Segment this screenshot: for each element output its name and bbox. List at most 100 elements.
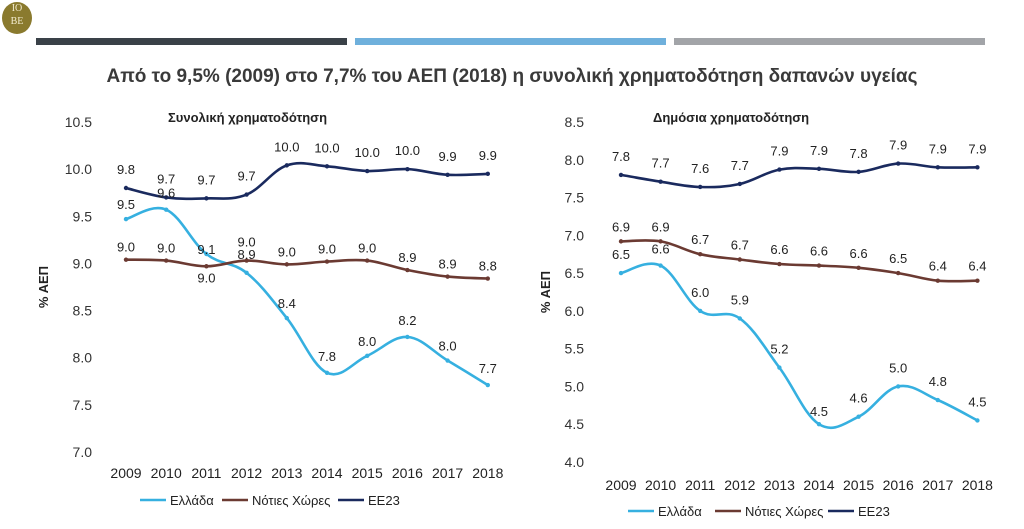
data-point xyxy=(123,185,129,191)
data-label: 6.6 xyxy=(770,242,788,257)
y-axis-label: % ΑΕΠ xyxy=(36,266,51,308)
data-label: 9.9 xyxy=(479,148,497,163)
data-label: 9.0 xyxy=(358,241,376,256)
chart-2: Δημόσια χρηματοδότηση 4.0 4.5 5.0 5.5 6.0 6.5 7… xyxy=(538,110,993,519)
data-point xyxy=(975,165,980,170)
data-label: 9.7 xyxy=(157,171,175,186)
y-tick-label: 6.0 xyxy=(565,303,585,319)
x-tick-label: 2011 xyxy=(685,477,715,493)
x-tick-label: 2017 xyxy=(922,477,953,493)
data-label: 6.4 xyxy=(929,259,947,274)
data-label: 6.0 xyxy=(691,285,709,300)
data-point xyxy=(284,163,289,168)
data-point xyxy=(618,239,624,244)
x-tick-label: 2012 xyxy=(231,465,262,481)
data-point xyxy=(123,216,129,222)
data-point xyxy=(284,315,289,321)
data-label: 6.6 xyxy=(652,242,670,257)
data-label: 5.2 xyxy=(770,342,788,357)
data-label: 7.8 xyxy=(850,146,868,161)
x-tick-label: 2016 xyxy=(883,477,914,493)
data-label: 6.4 xyxy=(968,259,986,274)
data-label: 6.6 xyxy=(810,244,828,259)
data-point xyxy=(896,270,901,276)
y-tick-label: 7.5 xyxy=(73,397,93,413)
y-tick-label: 6.5 xyxy=(565,265,585,281)
y-tick-label: 10.0 xyxy=(65,161,92,177)
y-tick-label: 7.5 xyxy=(565,190,585,206)
page-title: Από το 9,5% (2009) στο 7,7% του ΑΕΠ (201… xyxy=(106,66,918,87)
data-point xyxy=(284,262,289,267)
data-label: 8.2 xyxy=(398,313,416,328)
data-point xyxy=(618,172,624,178)
chart-title: Δημόσια χρηματοδότηση xyxy=(653,110,809,125)
data-label: 7.9 xyxy=(889,138,907,153)
data-label: 9.0 xyxy=(278,244,296,259)
data-point xyxy=(164,195,169,200)
data-label: 7.9 xyxy=(968,141,986,156)
data-point xyxy=(816,166,822,172)
y-tick-label: 10.5 xyxy=(65,114,92,130)
data-label: 6.9 xyxy=(612,219,630,234)
data-point xyxy=(777,365,782,370)
data-label: 7.6 xyxy=(691,161,709,176)
data-point xyxy=(698,252,703,257)
x-tick-label: 2018 xyxy=(472,465,503,481)
data-label: 9.5 xyxy=(117,197,135,212)
y-tick-label: 8.5 xyxy=(565,114,585,130)
data-point xyxy=(485,382,490,388)
y-tick-label: 7.0 xyxy=(565,227,585,243)
y-tick-label: 8.0 xyxy=(565,152,585,168)
data-point xyxy=(123,257,129,262)
logo-top-text: IO xyxy=(11,3,23,14)
chart-title: Συνολική χρηματοδότηση xyxy=(168,110,327,125)
y-tick-label: 7.0 xyxy=(73,444,93,460)
data-label: 9.7 xyxy=(238,169,256,184)
data-point xyxy=(816,263,822,268)
data-point xyxy=(405,334,410,340)
series-line xyxy=(124,206,490,387)
data-point xyxy=(405,166,410,172)
data-label: 4.6 xyxy=(850,391,868,406)
logo: IO BE xyxy=(2,2,32,34)
data-point xyxy=(698,308,703,314)
data-label: 7.7 xyxy=(731,158,749,173)
legend-label: ΕΕ23 xyxy=(858,504,890,519)
series-line xyxy=(619,239,979,283)
data-label: 9.1 xyxy=(197,242,215,257)
data-point xyxy=(975,418,980,423)
x-tick-label: 2014 xyxy=(803,477,834,493)
data-label: 9.7 xyxy=(197,172,215,187)
data-point xyxy=(856,169,861,175)
data-point xyxy=(896,161,901,166)
data-label: 9.6 xyxy=(157,186,175,201)
data-label: 10.0 xyxy=(274,139,299,154)
data-point xyxy=(777,167,782,172)
data-point xyxy=(244,258,249,263)
data-point xyxy=(204,264,209,269)
data-label: 8.4 xyxy=(278,296,296,311)
data-label: 7.8 xyxy=(318,349,336,364)
data-point xyxy=(935,165,940,170)
x-tick-label: 2010 xyxy=(645,477,676,493)
data-point xyxy=(737,316,742,321)
y-tick-label: 8.0 xyxy=(73,350,93,366)
data-point xyxy=(244,270,249,276)
x-tick-label: 2015 xyxy=(352,465,383,481)
x-tick-label: 2013 xyxy=(764,477,795,493)
y-tick-label: 5.0 xyxy=(565,378,585,394)
header-bar-gray xyxy=(674,38,985,45)
logo-bottom-text: BE xyxy=(10,16,24,27)
series-line xyxy=(619,162,979,189)
data-point xyxy=(935,278,940,283)
data-label: 8.9 xyxy=(238,247,256,262)
data-label: 8.0 xyxy=(439,339,457,354)
legend-label: Ελλάδα xyxy=(170,493,214,508)
data-point xyxy=(485,276,490,281)
x-tick-label: 2014 xyxy=(311,465,342,481)
data-label: 10.0 xyxy=(355,145,380,160)
data-point xyxy=(405,267,410,273)
data-label: 7.9 xyxy=(810,143,828,158)
legend-label: ΕΕ23 xyxy=(368,493,400,508)
x-tick-label: 2012 xyxy=(724,477,755,493)
